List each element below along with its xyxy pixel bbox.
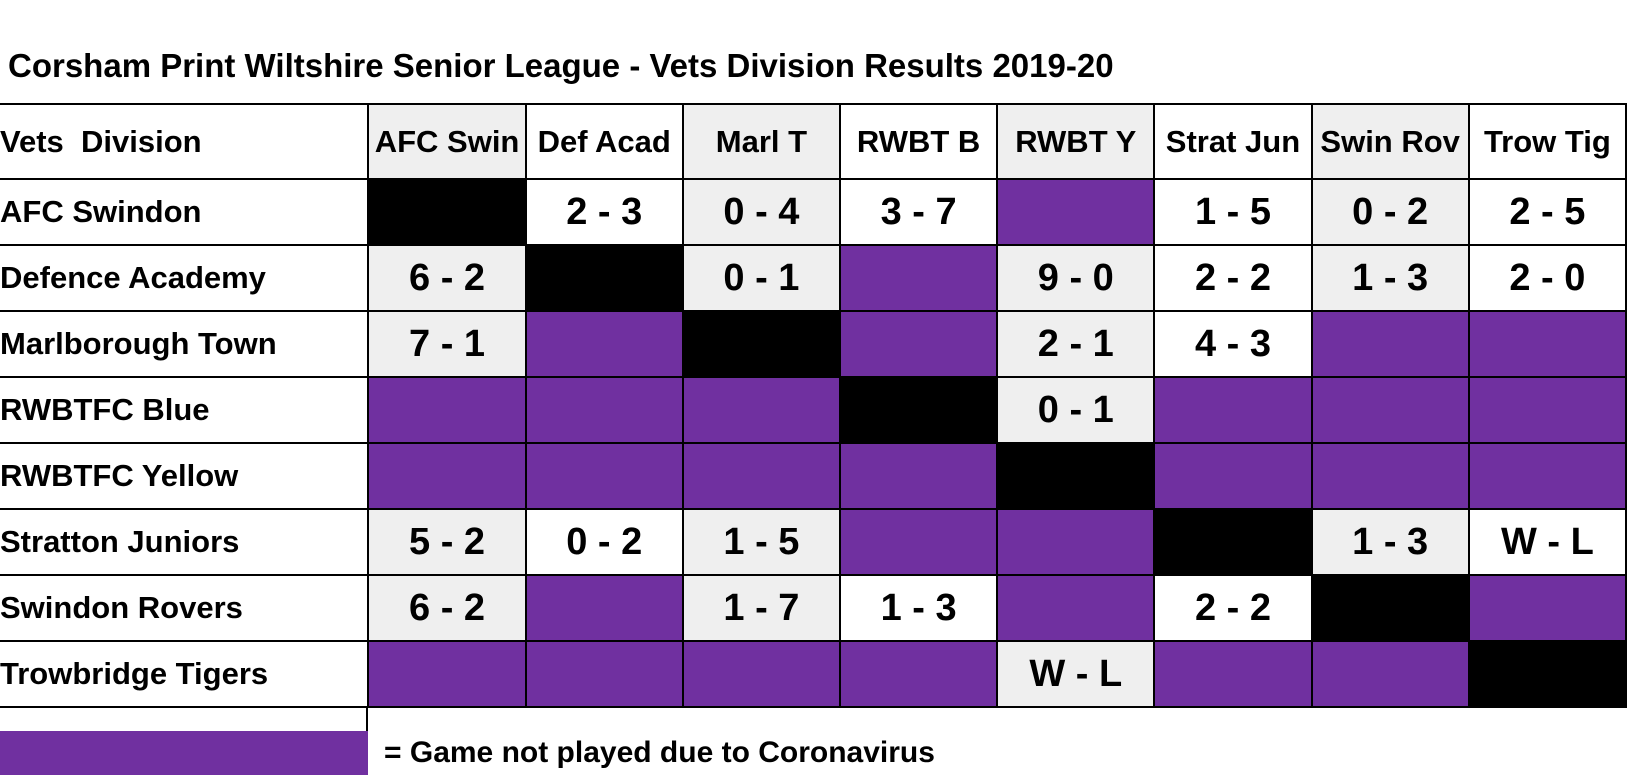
not-played-cell [1153,376,1313,444]
not-played-cell [996,508,1156,576]
score-cell: 6 - 2 [367,244,527,312]
empty-stub-cell [0,708,368,731]
results-table-header: Vets Division AFC Swin Def Acad Marl T RWBT … [0,103,1627,180]
team-name-cell: Stratton Juniors [0,508,370,576]
score-cell: 2 - 2 [1153,574,1313,642]
score-cell: 0 - 2 [524,508,684,576]
score-cell: 6 - 2 [367,574,527,642]
not-played-cell [839,244,999,312]
not-played-cell [839,310,999,378]
score-cell: 0 - 2 [1310,178,1470,246]
score-cell: 5 - 2 [367,508,527,576]
score-cell: 3 - 7 [839,178,999,246]
not-played-cell [1467,574,1627,642]
score-cell: 1 - 3 [1310,508,1470,576]
score-cell: 7 - 1 [367,310,527,378]
diagonal-self-cell [524,244,684,312]
not-played-cell [524,310,684,378]
score-cell: 1 - 5 [681,508,842,576]
score-cell: 0 - 1 [681,244,842,312]
score-cell: 4 - 3 [1153,310,1313,378]
not-played-cell [1310,376,1470,444]
not-played-cell [1310,310,1470,378]
diagonal-self-cell [1467,640,1627,708]
diagonal-self-cell [367,178,527,246]
not-played-cell [839,640,999,708]
team-name-cell: Trowbridge Tigers [0,640,370,708]
not-played-cell [1310,640,1470,708]
diagonal-self-cell [839,376,999,444]
legend-not-played-swatch [0,731,368,775]
not-played-cell [524,442,684,510]
legend-label: = Game not played due to Coronavirus [384,736,935,769]
score-cell: 1 - 5 [1153,178,1313,246]
not-played-cell [1153,442,1313,510]
column-header-afc-swin: AFC Swin [367,103,527,180]
column-header-def-acad: Def Acad [524,103,684,180]
diagonal-self-cell [681,310,842,378]
not-played-cell [1310,442,1470,510]
team-name-cell: RWBTFC Blue [0,376,370,444]
score-cell: 0 - 4 [681,178,842,246]
score-cell: 2 - 3 [524,178,684,246]
score-cell: 1 - 3 [1310,244,1470,312]
team-name-cell: Swindon Rovers [0,574,370,642]
not-played-cell [524,376,684,444]
not-played-cell [1467,310,1627,378]
corner-header-vets-division: Vets Division [0,103,370,180]
score-cell: 2 - 2 [1153,244,1313,312]
diagonal-self-cell [1310,574,1470,642]
legend: = Game not played due to Coronavirus [0,731,1627,775]
score-cell: 2 - 5 [1467,178,1627,246]
column-header-marl-t: Marl T [681,103,842,180]
page-title: Corsham Print Wiltshire Senior League - … [8,47,1114,84]
score-cell: 1 - 3 [839,574,999,642]
score-cell: 1 - 7 [681,574,842,642]
score-cell: 9 - 0 [996,244,1156,312]
table-row: RWBTFC Blue 0 - 1 [0,376,1627,444]
not-played-cell [1467,376,1627,444]
team-name-cell: Defence Academy [0,244,370,312]
column-header-trow-tig: Trow Tig [1467,103,1627,180]
column-header-rwbt-y: RWBT Y [996,103,1156,180]
table-row: Trowbridge Tigers W - L [0,640,1627,708]
column-header-swin-rov: Swin Rov [1310,103,1470,180]
team-name-cell: RWBTFC Yellow [0,442,370,510]
not-played-cell [839,442,999,510]
score-cell: W - L [1467,508,1627,576]
score-cell: 2 - 0 [1467,244,1627,312]
score-cell: W - L [996,640,1156,708]
results-table: Vets Division AFC Swin Def Acad Marl T RWBT … [0,103,1627,708]
not-played-cell [524,640,684,708]
not-played-cell [996,178,1156,246]
column-header-rwbt-b: RWBT B [839,103,999,180]
not-played-cell [839,508,999,576]
not-played-cell [996,574,1156,642]
score-cell: 2 - 1 [996,310,1156,378]
not-played-cell [367,442,527,510]
column-header-strat-jun: Strat Jun [1153,103,1313,180]
not-played-cell [367,376,527,444]
not-played-cell [681,376,842,444]
score-cell: 0 - 1 [996,376,1156,444]
not-played-cell [1153,640,1313,708]
not-played-cell [1467,442,1627,510]
not-played-cell [524,574,684,642]
not-played-cell [367,640,527,708]
diagonal-self-cell [1153,508,1313,576]
diagonal-self-cell [996,442,1156,510]
team-name-cell: Marlborough Town [0,310,370,378]
header-row: Vets Division AFC Swin Def Acad Marl T RWBT … [0,103,1627,180]
not-played-cell [681,640,842,708]
team-name-cell: AFC Swindon [0,178,370,246]
table-row: RWBTFC Yellow [0,442,1627,510]
not-played-cell [681,442,842,510]
